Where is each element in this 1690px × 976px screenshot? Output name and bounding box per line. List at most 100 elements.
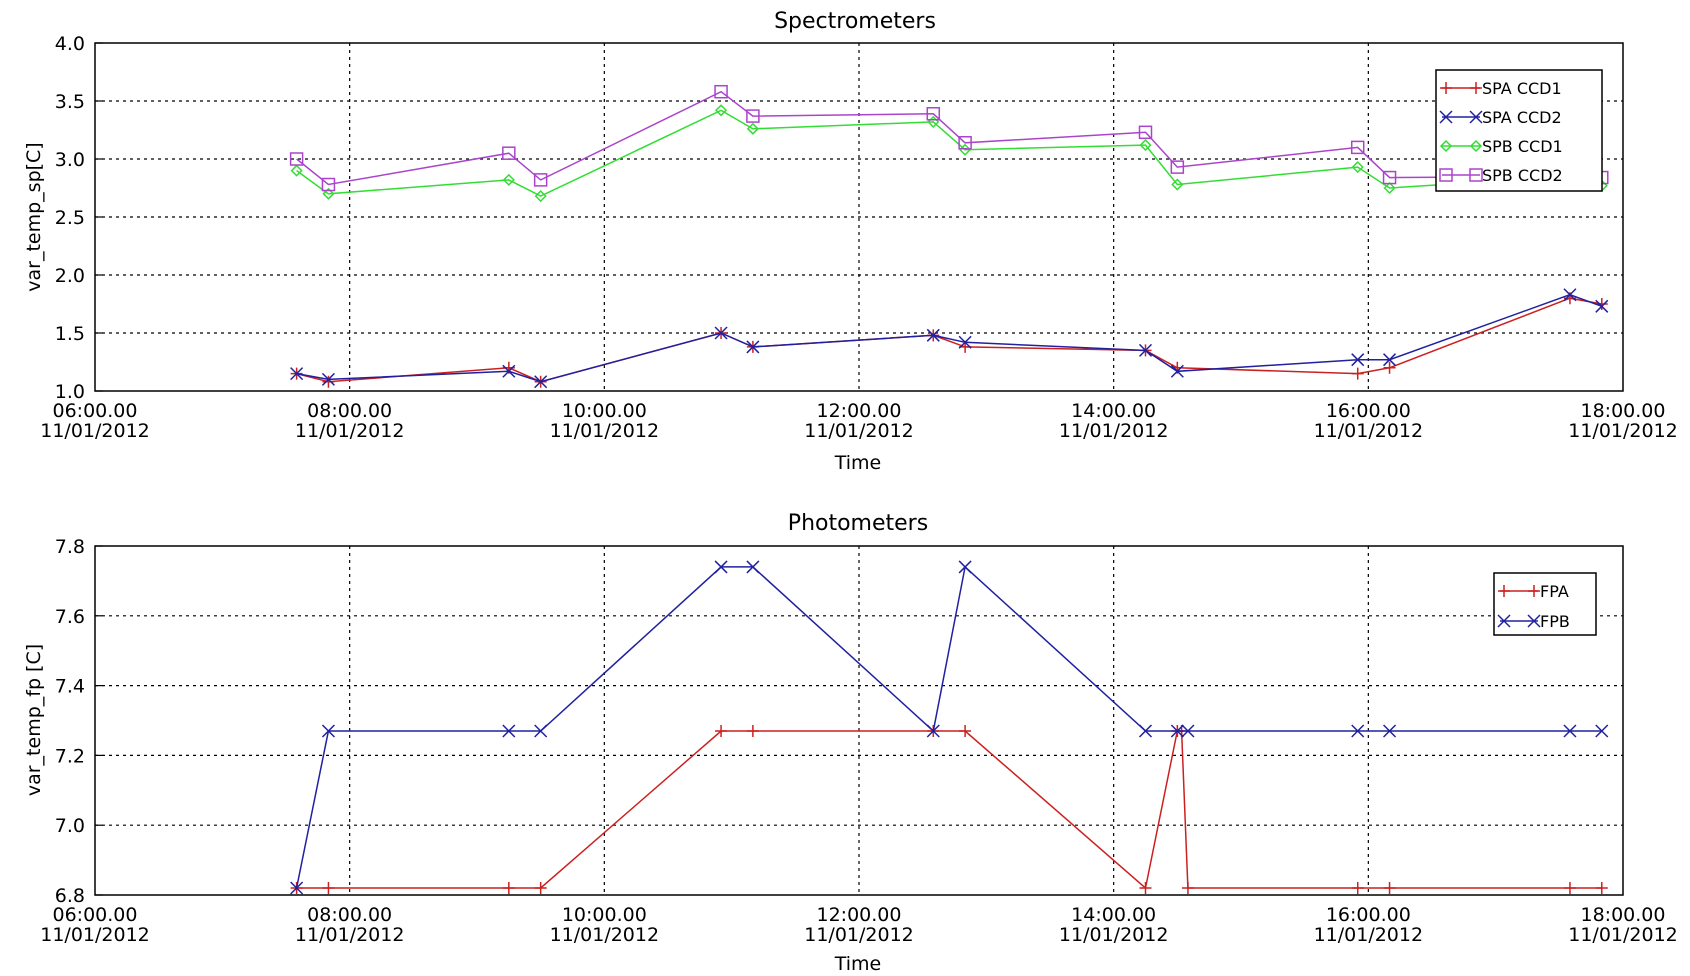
- data-point-spb-ccd1: [322, 187, 335, 200]
- data-point-spa-ccd2: [1595, 299, 1609, 313]
- data-point-fpa: [746, 724, 759, 737]
- legend-label: SPB CCD1: [1482, 137, 1563, 156]
- data-point-spb-ccd2: [1350, 140, 1365, 155]
- legend-label: SPA CCD2: [1482, 108, 1562, 127]
- legend-swatch-marker: [1527, 614, 1541, 628]
- data-point-spa-ccd2: [958, 335, 972, 349]
- x-tick-label: 12:00.00 11/01/2012: [804, 400, 914, 442]
- legend-label: FPB: [1540, 612, 1570, 631]
- data-point-fpb: [1181, 724, 1195, 738]
- data-point-spb-ccd1: [502, 173, 515, 186]
- data-point-fpb: [502, 724, 516, 738]
- data-point-spa-ccd1: [322, 375, 335, 388]
- y-tick-label: 2.5: [55, 207, 85, 229]
- data-point-fpb: [714, 560, 728, 574]
- legend-swatch-marker: [1439, 139, 1453, 153]
- data-point-fpb: [1170, 724, 1184, 738]
- legend-swatch-marker: [1470, 82, 1482, 94]
- legend-swatch-marker: [1498, 585, 1510, 597]
- data-point-spb-ccd2: [746, 109, 760, 123]
- data-point-fpa: [1563, 882, 1576, 895]
- y-tick-label: 2.0: [55, 265, 85, 287]
- y-tick-label: 7.6: [55, 606, 85, 628]
- series-line-spa-ccd1: [296, 297, 1602, 383]
- legend-entries: FPA FPB: [1497, 582, 1570, 631]
- legend-swatch-marker: [1528, 585, 1540, 597]
- legend-entry-fpb: FPB: [1497, 612, 1570, 631]
- x-tick-label: 18:00.00 11/01/2012: [1568, 400, 1678, 442]
- data-point-spb-ccd2: [289, 152, 304, 166]
- y-tick-label: 3.0: [55, 149, 85, 171]
- data-point-fpa: [715, 724, 728, 737]
- data-point-fpa: [1351, 882, 1364, 895]
- data-point-fpa: [1595, 882, 1608, 895]
- legend-entry-spb-ccd2: SPB CCD2: [1439, 166, 1563, 185]
- x-tick-label: 14:00.00 11/01/2012: [1059, 904, 1169, 946]
- data-point-spb-ccd2: [533, 173, 548, 187]
- y-tick-label: 7.8: [55, 536, 85, 558]
- y-tick-label: 1.5: [55, 323, 85, 345]
- y-tick-labels: 1.0 1.5 2.0 2.5 3.0 3.5 4.0: [55, 33, 103, 403]
- chart-title: Photometers: [788, 511, 928, 536]
- data-point-spb-ccd1: [714, 104, 728, 117]
- data-point-spa-ccd2: [1383, 353, 1397, 367]
- data-point-fpa: [502, 882, 515, 895]
- data-point-spa-ccd2: [1563, 288, 1577, 302]
- x-tick-label: 14:00.00 11/01/2012: [1059, 400, 1169, 442]
- x-tick-labels: 06:00.00 11/01/2012 08:00.00 11/01/2012 10:0…: [40, 400, 1678, 442]
- x-tick-label: 06:00.00 11/01/2012: [40, 400, 150, 442]
- x-tick-label: 16:00.00 11/01/2012: [1314, 904, 1424, 946]
- legend-swatch-marker: [1469, 110, 1483, 124]
- series-group: [289, 84, 1609, 389]
- series-line-fpa: [296, 730, 1602, 890]
- series-line-spb-ccd1: [296, 109, 1603, 197]
- data-point-spb-ccd1: [290, 164, 303, 177]
- y-tick-label: 7.4: [55, 676, 85, 698]
- chart-title: Spectrometers: [774, 9, 936, 34]
- y-tick-label: 1.0: [55, 381, 85, 403]
- data-point-fpa: [1139, 882, 1152, 895]
- grid: [95, 546, 1623, 895]
- series-line-spb-ccd2: [296, 90, 1602, 186]
- legend-swatch-marker: [1469, 139, 1483, 153]
- y-tick-label: 4.0: [55, 33, 85, 55]
- data-point-spb-ccd1: [534, 190, 547, 203]
- y-tick-label: 3.5: [55, 91, 85, 113]
- data-point-spb-ccd1: [1383, 181, 1396, 195]
- legend-entry-fpa: FPA: [1498, 582, 1569, 601]
- data-point-fpa: [534, 882, 547, 895]
- legend-box: [1493, 572, 1597, 636]
- x-tick-labels: 06:00.00 11/01/2012 08:00.00 11/01/2012 10:0…: [40, 904, 1678, 946]
- y-tick-label: 6.8: [55, 885, 85, 907]
- data-point-fpb: [1595, 724, 1609, 738]
- legend-swatch-marker: [1439, 168, 1453, 182]
- legend-swatch-marker: [1469, 168, 1483, 182]
- legend-label: SPB CCD2: [1482, 166, 1563, 185]
- data-point-spb-ccd2: [714, 84, 728, 99]
- x-tick-label: 08:00.00 11/01/2012: [295, 904, 405, 946]
- legend-entry-spa-ccd2: SPA CCD2: [1439, 108, 1562, 127]
- series-group: [290, 560, 1609, 895]
- data-point-fpb: [1383, 724, 1397, 738]
- data-point-spb-ccd2: [1170, 160, 1185, 174]
- data-point-fpb: [290, 881, 304, 895]
- data-point-fpa: [1181, 882, 1194, 895]
- data-point-spa-ccd2: [1138, 343, 1153, 357]
- y-tick-label: 7.2: [55, 745, 85, 767]
- y-tick-labels: 6.8 7.0 7.2 7.4 7.6 7.8: [55, 536, 103, 907]
- grid: [95, 43, 1623, 391]
- data-point-spa-ccd2: [1170, 364, 1184, 378]
- data-point-spb-ccd2: [1138, 125, 1153, 140]
- data-point-fpb: [926, 724, 940, 738]
- y-axis-label: var_temp_sp[C]: [23, 142, 45, 291]
- data-point-spa-ccd2: [502, 364, 516, 378]
- data-point-spa-ccd1: [1351, 367, 1364, 380]
- data-point-fpb: [958, 560, 972, 574]
- data-point-fpa: [959, 724, 972, 737]
- photometers-chart: Photometers 6.8 7.0 7.2 7.4 7.6 7.8 06:00.00 1…: [23, 511, 1678, 975]
- series-line-fpb: [295, 565, 1602, 889]
- data-point-fpb: [1351, 724, 1365, 738]
- data-point-spb-ccd1: [746, 122, 759, 135]
- y-tick-label: 7.0: [55, 815, 85, 837]
